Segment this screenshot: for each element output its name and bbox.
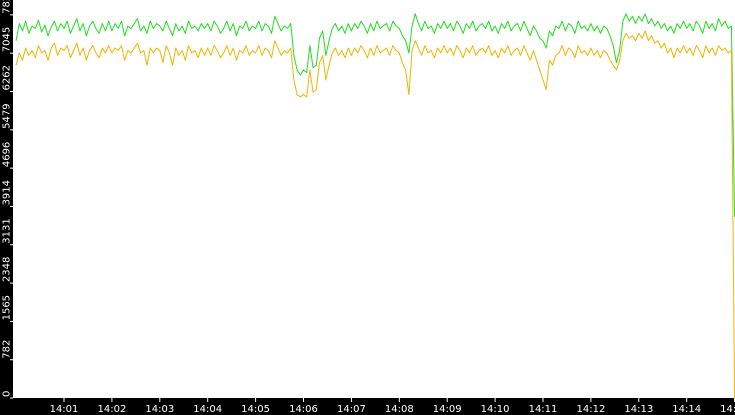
- x-tick-label: 14:02: [97, 404, 126, 415]
- series-line: [15, 30, 735, 399]
- x-tick-label: 14:10: [481, 404, 510, 415]
- series-line: [15, 13, 735, 217]
- x-tick-label: 14:04: [193, 404, 222, 415]
- x-tick-label: 14:08: [385, 404, 414, 415]
- x-tick-label: 14:15: [720, 404, 735, 415]
- x-tick-label: 14:01: [50, 404, 79, 415]
- y-tick-label: 782: [2, 340, 13, 359]
- y-tick-label: 6262: [2, 65, 13, 90]
- x-tick-label: 14:03: [145, 404, 174, 415]
- y-tick-label: 7045: [2, 27, 13, 52]
- x-tick-label: 14:12: [576, 404, 605, 415]
- y-tick-label: 5479: [2, 103, 13, 128]
- y-tick-label: 3131: [2, 218, 13, 243]
- y-tick-label: 0: [2, 391, 13, 397]
- y-tick-label: 2348: [2, 257, 13, 282]
- y-tick-label: 1565: [2, 295, 13, 320]
- y-tick-label: 7828: [2, 0, 13, 14]
- x-tick-label: 14:14: [672, 404, 701, 415]
- x-tick-label: 14:06: [289, 404, 318, 415]
- x-tick-label: 14:11: [529, 404, 558, 415]
- y-axis-bar: [0, 0, 13, 415]
- y-tick-label: 4696: [2, 142, 13, 167]
- x-axis-bar: [0, 398, 735, 415]
- y-tick-label: 3914: [2, 180, 13, 205]
- x-tick-label: 14:13: [624, 404, 653, 415]
- x-tick-label: 14:05: [241, 404, 270, 415]
- x-tick-label: 14:09: [433, 404, 462, 415]
- x-tick-label: 14:07: [337, 404, 366, 415]
